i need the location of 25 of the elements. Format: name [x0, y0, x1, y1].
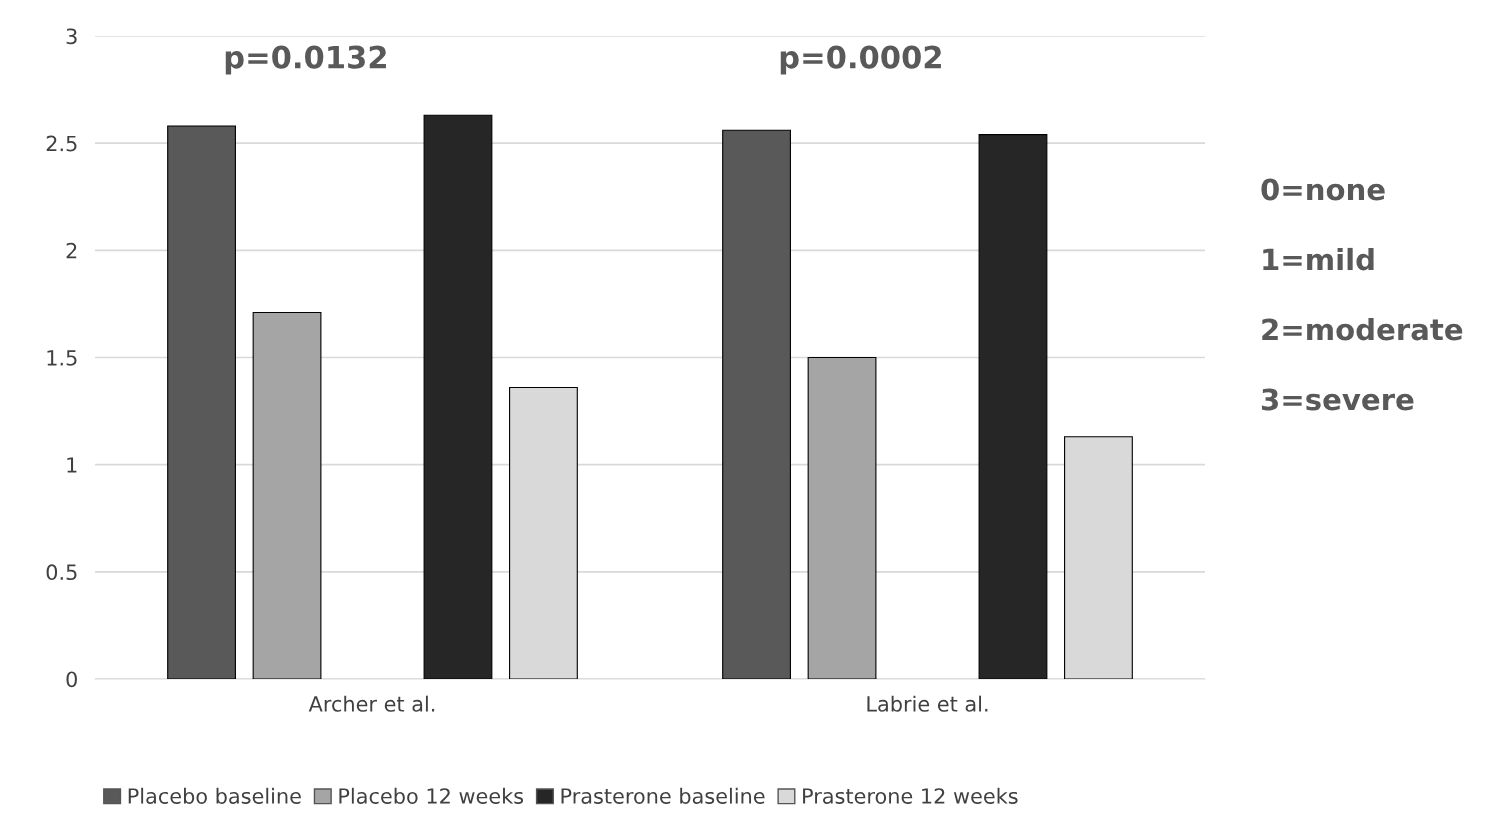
legend-label: Prasterone baseline — [561, 787, 765, 804]
x-tick-label: Archer et al. — [308, 695, 435, 712]
bar — [167, 125, 236, 679]
legend-label: Placebo 12 weeks — [339, 787, 524, 804]
text: 1=mild — [1263, 247, 1374, 271]
y-tick-label: 0 — [66, 671, 77, 688]
legend-label: Prasterone 12 weeks — [803, 787, 1018, 804]
text: 2=moderate — [1262, 317, 1463, 341]
legend-label: Placebo baseline — [128, 787, 301, 804]
text: 0=none — [1261, 178, 1385, 201]
bar — [722, 129, 791, 679]
x-tick-label: Labrie et al. — [867, 695, 988, 712]
annotation: p=0.0002 — [780, 45, 941, 75]
bar — [807, 356, 877, 679]
bar — [978, 134, 1048, 679]
text: 3=severe — [1261, 388, 1414, 411]
y-tick-label: 1 — [67, 457, 77, 473]
y-tick-label: 0.5 — [46, 564, 77, 581]
bar — [252, 311, 322, 679]
y-tick-label: 3 — [66, 28, 77, 45]
y-tick-label: 2.5 — [46, 135, 77, 152]
annotation: p=0.0132 — [225, 45, 386, 75]
y-tick-label: 1.5 — [47, 350, 77, 366]
y-tick-label: 2 — [66, 242, 77, 259]
bar — [423, 114, 493, 679]
